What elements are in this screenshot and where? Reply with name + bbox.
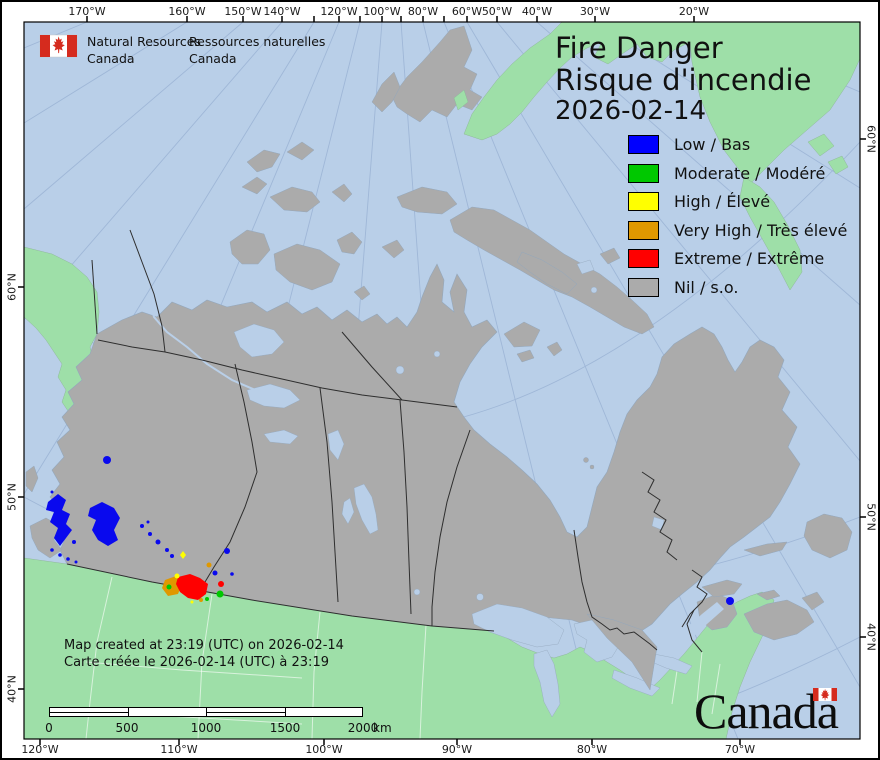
spots-moderate (166, 584, 224, 601)
coordinate-label: 160°W (168, 5, 206, 18)
scale-bar-label: 500 (115, 721, 139, 735)
coordinate-label: 30°W (579, 5, 611, 18)
legend-label: Nil / s.o. (674, 278, 739, 297)
coordinate-label: 90°W (441, 743, 473, 756)
coordinate-label: 100°W (305, 743, 343, 756)
us-state-borders (85, 576, 721, 739)
canada-flag-logo-icon (39, 34, 78, 58)
map-frame (23, 21, 861, 740)
legend-label: Low / Bas (674, 135, 751, 154)
legend-label: Extreme / Extrême (674, 249, 825, 269)
legend-label: Very High / Très élevé (674, 220, 848, 240)
coordinate-label: 60°N (5, 273, 19, 301)
scale-bar-label: 1000 (190, 721, 222, 735)
legend-swatch (628, 163, 659, 183)
st-lawrence-river (662, 602, 724, 654)
axis-ticks (18, 16, 866, 745)
canada-wordmark: Canada (694, 685, 839, 737)
logo-text-french: Ressources naturelles Canada (189, 34, 326, 66)
haida-gwaii (25, 465, 39, 493)
coordinate-label: 140°W (263, 5, 301, 18)
southern-ontario (586, 613, 658, 691)
coordinate-label: 50°N (5, 483, 19, 511)
legend-swatch (628, 135, 659, 154)
legend-swatch (628, 249, 659, 269)
political-borders (66, 229, 708, 653)
coordinate-label: 40°W (521, 5, 553, 18)
scale-bar-unit: km (373, 721, 392, 735)
title-french: Risque d'incendie (555, 63, 812, 97)
fire-danger-spots (46, 456, 734, 605)
legend-label: Moderate / Modéré (674, 163, 826, 183)
scale-bar-label: 1500 (269, 721, 301, 735)
coordinate-label: 70°W (724, 743, 756, 756)
spots-extreme (176, 574, 224, 600)
greenland-landmass (453, 22, 860, 291)
coordinate-label: 80°W (576, 743, 608, 756)
map-title: Fire Danger Risque d'incendie 2026-02-14 (555, 32, 811, 127)
spots-high (174, 551, 194, 604)
scale-bar-label: 2000 (347, 721, 379, 735)
coordinate-label: 100°W (363, 5, 401, 18)
coordinate-label: 150°W (224, 5, 262, 18)
coordinate-label: 40°N (864, 623, 878, 651)
coordinate-label: 60°N (864, 125, 878, 153)
coordinate-label: 120°W (320, 5, 358, 18)
legend-swatch (628, 192, 659, 212)
coordinate-label: 80°W (407, 5, 439, 18)
map-created-text: Map created at 23:19 (UTC) on 2026-02-14… (64, 638, 344, 670)
coordinate-label: 60°W (451, 5, 483, 18)
coordinate-label: 120°W (21, 743, 59, 756)
coordinate-label: 110°W (160, 743, 198, 756)
title-english: Fire Danger (555, 31, 723, 65)
legend-swatch (628, 278, 659, 297)
coordinate-label: 170°W (68, 5, 106, 18)
legend-label: High / Élevé (674, 192, 771, 212)
coordinate-label: 40°N (5, 675, 19, 703)
arctic-islands (229, 25, 853, 641)
coordinate-label: 50°N (864, 503, 878, 531)
lakes (149, 259, 693, 718)
wordmark-flag-icon (813, 688, 837, 701)
title-date: 2026-02-14 (555, 96, 707, 126)
legend-swatch (628, 220, 659, 240)
spots-low (46, 456, 734, 605)
logo-text-english: Natural Resources Canada (87, 34, 201, 66)
scale-bar-label: 0 (45, 721, 53, 735)
coordinate-label: 20°W (678, 5, 710, 18)
scale-bar (49, 707, 363, 717)
coordinate-label: 50°W (481, 5, 513, 18)
